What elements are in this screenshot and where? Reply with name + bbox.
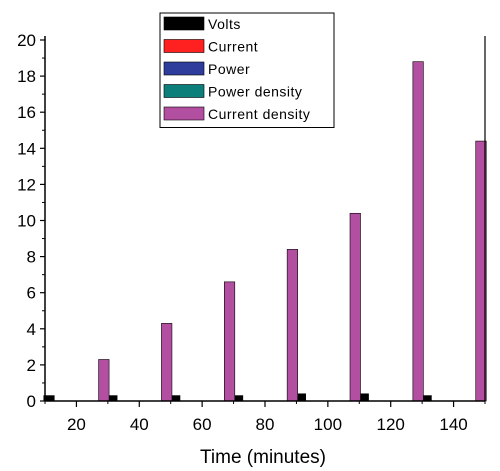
bar-current-density-100 [349,212,361,402]
bar-current-density-80 [286,249,298,402]
legend-swatch-power-density [163,84,205,98]
x-tick-label-80: 80 [256,415,275,434]
legend-label-power-density: Power density [208,84,302,100]
y-tick-label-14: 14 [17,139,36,158]
x-axis-ticks: 20 40 60 80 100 120 140 [44,401,486,434]
x-tick-label-60: 60 [193,415,212,434]
legend-label-current-density: Current density [208,106,310,122]
bar-current-density-40 [161,323,173,402]
legend-label-current: Current [208,39,258,55]
x-tick-label-100: 100 [314,415,342,434]
y-tick-label-18: 18 [17,67,36,86]
legend-swatch-power [163,61,205,76]
x-tick-label-20: 20 [67,415,86,434]
x-tick-label-40: 40 [130,415,149,434]
x-tick-label-140: 140 [439,415,467,434]
legend-swatch-current-density [163,106,205,121]
legend: Volts Current Power Power density Current de… [159,12,335,128]
x-axis-title: Time (minutes) [200,447,326,468]
y-tick-label-0: 0 [27,392,36,411]
bar-current-density-120 [412,61,424,402]
legend-label-volts: Volts [208,16,241,32]
legend-label-power: Power [208,61,250,77]
legend-swatch-volts [163,16,205,31]
y-tick-label-6: 6 [27,284,36,303]
bars-layer [43,61,487,402]
y-tick-label-16: 16 [17,103,36,122]
y-tick-label-8: 8 [27,248,36,267]
y-tick-label-12: 12 [17,175,36,194]
bar-current-density-20 [98,359,110,402]
y-tick-label-20: 20 [17,31,36,50]
y-tick-label-2: 2 [27,356,36,375]
x-tick-label-120: 120 [377,415,405,434]
legend-swatch-current [163,39,205,53]
y-tick-label-4: 4 [27,320,36,339]
y-axis-ticks: 0 2 4 6 8 10 12 14 16 18 20 [17,31,45,411]
y-tick-label-10: 10 [17,212,36,231]
bar-current-density-60 [224,281,236,402]
